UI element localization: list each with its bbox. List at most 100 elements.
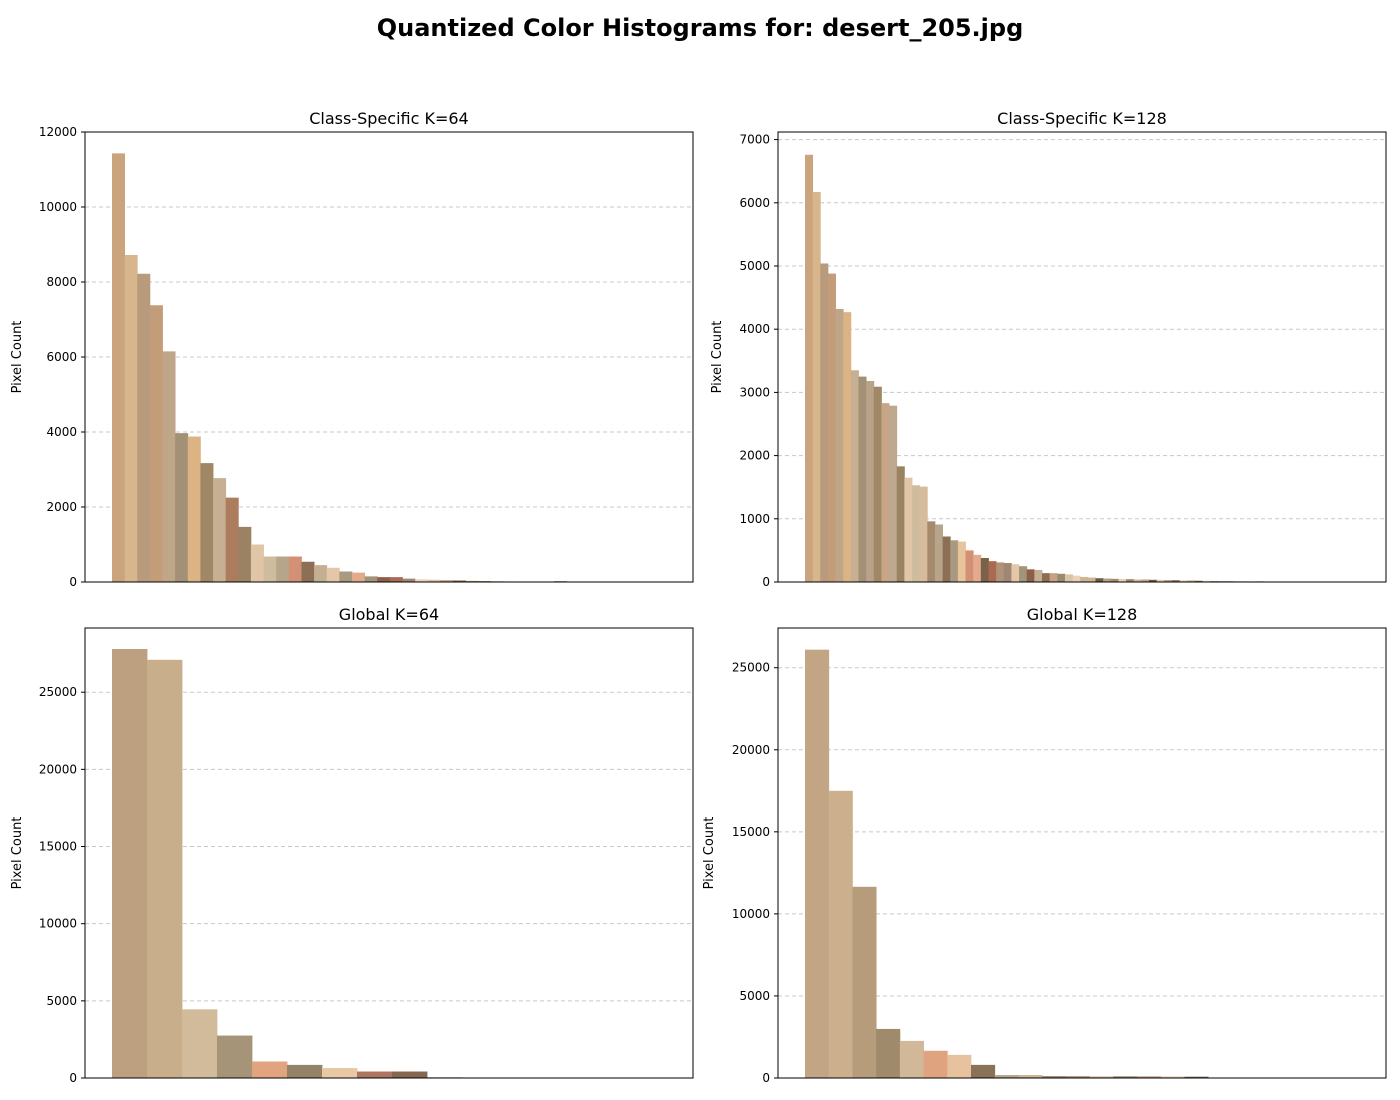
bar [1089,1076,1114,1078]
bar [276,556,290,582]
y-tick-label: 25000 [732,661,770,675]
y-tick-label: 8000 [46,275,77,289]
y-tick-label: 0 [762,1071,770,1085]
bar [440,580,454,582]
bar [339,571,353,582]
bar [402,578,416,582]
bar [1072,575,1081,582]
bar [1194,580,1203,582]
y-tick-label: 2000 [739,449,770,463]
bar [225,497,239,582]
bar [876,1028,901,1078]
bar [1065,1076,1090,1078]
bar [238,526,252,582]
bar [1126,579,1135,582]
y-tick-label: 5000 [739,989,770,1003]
y-tick-label: 6000 [739,196,770,210]
bar [812,192,821,583]
bar [1141,579,1150,582]
subplot-title: Global K=128 [1027,605,1138,624]
bar [137,273,151,582]
bar [1187,580,1196,582]
bar [1003,563,1012,582]
bar [1064,574,1073,582]
y-tick-label: 6000 [46,350,77,364]
y-tick-label: 10000 [39,917,77,931]
bar [182,1009,218,1078]
y-tick-label: 5000 [739,259,770,273]
y-tick-label: 0 [762,575,770,589]
bar [1080,576,1089,582]
bar [314,565,328,582]
bar [1041,573,1051,582]
y-tick-label: 20000 [39,762,77,776]
bar [1179,580,1188,582]
subplot-class-specific-k64: 0 2000 4000 6000 8000 10000 12000 Class-Specifi… [10,109,694,589]
bar [112,153,126,582]
bar [866,381,875,582]
y-axis-label: Pixel Count [10,321,25,394]
bar [1149,579,1158,582]
y-tick-label: 12000 [39,125,77,139]
bar [843,312,852,582]
y-tick-label: 25000 [39,685,77,699]
bar [112,648,148,1078]
y-tick-label: 4000 [739,322,770,336]
bar [1011,564,1020,582]
bar [1018,1075,1043,1078]
bar [364,576,378,582]
bar [1202,580,1211,582]
y-tick-label: 10000 [39,200,77,214]
bar [904,477,913,582]
y-tick-label: 3000 [739,385,770,399]
subplot-class-specific-k128: 0 1000 2000 3000 4000 5000 6000 7000 Class-Speci… [710,109,1387,589]
bar [1113,1076,1138,1078]
bar [927,521,936,582]
bar [858,376,867,582]
bar [351,572,366,582]
bar [1019,566,1028,582]
y-axis-label: Pixel Count [10,817,25,890]
y-tick-label: 1000 [739,512,770,526]
bar [415,579,429,582]
bar [950,540,959,582]
bar [1164,580,1173,582]
bar [1042,1076,1067,1078]
bar [389,577,403,582]
bar [852,886,877,1078]
y-tick-label: 10000 [732,907,770,921]
bar [873,386,882,582]
bar [427,579,441,582]
bar [973,554,982,582]
bar [326,567,340,582]
bar [124,255,138,582]
axes-frame [777,627,1387,1079]
bar [322,1067,358,1078]
bar [162,351,176,582]
bar [1118,578,1127,582]
bar [896,466,905,582]
bar [377,577,391,582]
bar [1057,573,1066,582]
bar [357,1071,393,1078]
subplot-title: Class-Specific K=128 [997,109,1167,128]
bar [889,405,898,582]
bar [250,544,264,582]
bar [200,463,214,582]
bar [1026,569,1035,582]
bar [287,1064,323,1078]
bar [820,263,829,582]
bar [187,436,201,582]
axes-frame [777,131,1387,583]
bar [850,370,859,582]
bar [994,1075,1019,1078]
bar [453,580,467,582]
bar [1087,577,1096,582]
bar [899,1040,924,1078]
bar [988,561,997,582]
bar [288,556,302,582]
y-tick-label: 4000 [46,425,77,439]
bar [1156,579,1165,582]
bar [912,485,921,582]
